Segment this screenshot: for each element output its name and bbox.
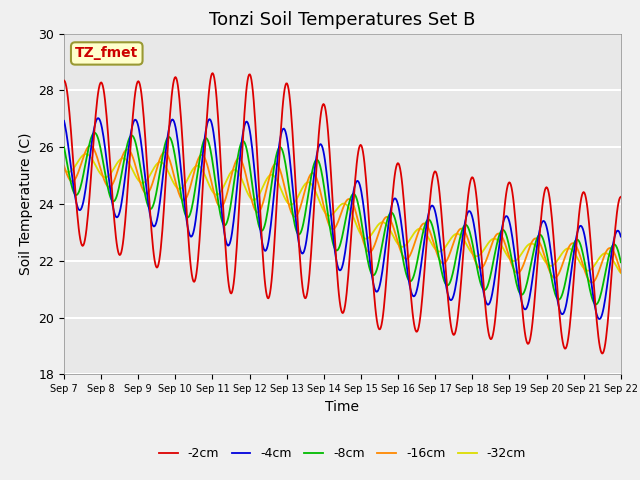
-16cm <box>128 153 136 158</box>
-2cm <box>209 70 216 76</box>
-4cm <box>428 204 435 209</box>
-16cm <box>70 178 78 183</box>
-2cm <box>127 132 135 138</box>
-2cm <box>428 187 435 192</box>
-16cm <box>185 189 193 195</box>
-8cm <box>411 269 419 275</box>
-16cm <box>588 280 596 286</box>
-8cm <box>128 132 136 138</box>
-2cm <box>411 325 419 331</box>
X-axis label: Time: Time <box>325 400 360 414</box>
-16cm <box>411 240 419 245</box>
-4cm <box>214 171 222 177</box>
-4cm <box>185 229 193 235</box>
-8cm <box>617 259 625 265</box>
Text: TZ_fmet: TZ_fmet <box>75 47 138 60</box>
Line: -16cm: -16cm <box>64 145 621 283</box>
-32cm <box>70 165 78 170</box>
-8cm <box>214 198 222 204</box>
Line: -32cm: -32cm <box>64 154 621 273</box>
-4cm <box>595 316 603 322</box>
-16cm <box>428 232 435 238</box>
-32cm <box>60 167 68 172</box>
-16cm <box>617 269 625 275</box>
-16cm <box>86 143 94 148</box>
-4cm <box>617 234 625 240</box>
-2cm <box>617 194 625 200</box>
-4cm <box>60 118 68 124</box>
-8cm <box>90 130 98 136</box>
-16cm <box>214 202 222 208</box>
-8cm <box>185 214 193 220</box>
Title: Tonzi Soil Temperatures Set B: Tonzi Soil Temperatures Set B <box>209 11 476 29</box>
-4cm <box>94 115 102 121</box>
-8cm <box>60 144 68 150</box>
-4cm <box>70 187 78 193</box>
-2cm <box>214 116 222 121</box>
Line: -2cm: -2cm <box>64 73 621 354</box>
-32cm <box>617 270 625 276</box>
-2cm <box>60 78 68 84</box>
-16cm <box>60 163 68 168</box>
-2cm <box>598 351 606 357</box>
-4cm <box>411 293 419 299</box>
Line: -4cm: -4cm <box>64 118 621 319</box>
-32cm <box>428 240 435 246</box>
-32cm <box>185 174 193 180</box>
Legend: -2cm, -4cm, -8cm, -16cm, -32cm: -2cm, -4cm, -8cm, -16cm, -32cm <box>154 442 531 465</box>
Line: -8cm: -8cm <box>64 133 621 304</box>
-2cm <box>184 228 192 234</box>
-32cm <box>82 151 90 157</box>
-2cm <box>70 171 78 177</box>
-4cm <box>128 124 136 130</box>
Y-axis label: Soil Temperature (C): Soil Temperature (C) <box>19 133 33 275</box>
-8cm <box>428 219 435 225</box>
-32cm <box>214 192 222 197</box>
-8cm <box>592 301 600 307</box>
-32cm <box>128 166 136 172</box>
-32cm <box>411 229 419 235</box>
-8cm <box>70 190 78 196</box>
